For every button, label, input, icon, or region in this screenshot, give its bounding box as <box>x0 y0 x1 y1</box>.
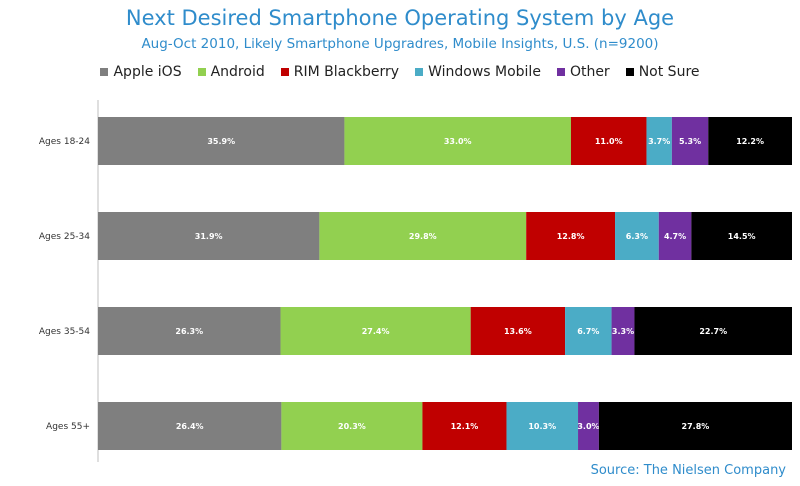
legend-label: RIM Blackberry <box>293 64 400 80</box>
bar-value-label: 22.7% <box>699 327 727 336</box>
bar-segment <box>344 117 571 165</box>
bar-value-label: 33.0% <box>444 137 472 146</box>
bar-value-label: 11.0% <box>595 137 623 146</box>
legend-item: Other <box>556 64 610 80</box>
legend-label: Windows Mobile <box>428 64 541 80</box>
category-label: Ages 25-34 <box>39 232 90 242</box>
legend-item: Not Sure <box>625 64 700 80</box>
legend-item: Android <box>197 64 265 80</box>
bar-value-label: 35.9% <box>207 137 235 146</box>
bar-segment <box>98 212 320 260</box>
category-label: Ages 18-24 <box>39 137 90 147</box>
bar-value-label: 5.3% <box>679 137 701 146</box>
bar-segment <box>598 402 792 450</box>
category-label: Ages 55+ <box>46 422 90 432</box>
bar-segment <box>98 117 345 165</box>
bar-segment <box>98 307 281 355</box>
bar-value-label: 3.0% <box>577 422 599 431</box>
bar-segment <box>506 402 579 450</box>
bar-value-label: 3.3% <box>612 327 634 336</box>
bar-value-label: 3.7% <box>648 137 670 146</box>
legend-label: Not Sure <box>638 64 700 80</box>
bar-segment <box>615 212 659 260</box>
bar-value-label: 14.5% <box>728 232 756 241</box>
legend-label: Other <box>569 64 610 80</box>
bar-segment <box>634 307 792 355</box>
legend-item: RIM Blackberry <box>280 64 400 80</box>
bar-segment <box>646 117 672 165</box>
bar-segment <box>658 212 692 260</box>
bar-value-label: 6.7% <box>577 327 599 336</box>
bar-value-label: 27.8% <box>682 422 710 431</box>
chart-legend: Apple iOS Android RIM Blackberry Windows Mo… <box>0 64 800 80</box>
bar-value-label: 12.2% <box>736 137 764 146</box>
bar-value-label: 27.4% <box>362 327 390 336</box>
bar-value-label: 26.4% <box>176 422 204 431</box>
legend-swatch <box>100 68 109 76</box>
category-label: Ages 35-54 <box>39 327 90 337</box>
bar-segment <box>611 307 635 355</box>
bar-segment <box>422 402 507 450</box>
legend-swatch <box>415 68 424 76</box>
chart-title: Next Desired Smartphone Operating System… <box>125 6 675 30</box>
bar-value-label: 20.3% <box>338 422 366 431</box>
bar-value-label: 12.8% <box>557 232 585 241</box>
legend-swatch <box>280 68 289 76</box>
bar-segment <box>281 402 423 450</box>
bar-value-label: 31.9% <box>195 232 223 241</box>
bar-segment <box>578 402 599 450</box>
bar-segment <box>708 117 792 165</box>
legend-swatch <box>197 68 206 76</box>
bar-value-label: 29.8% <box>409 232 437 241</box>
legend-label: Android <box>210 64 265 80</box>
bar-value-label: 4.7% <box>664 232 686 241</box>
legend-swatch <box>625 68 634 76</box>
bar-value-label: 26.3% <box>175 327 203 336</box>
bar-segment <box>565 307 612 355</box>
bar-segment <box>570 117 647 165</box>
chart-subtitle: Aug-Oct 2010, Likely Smartphone Upgradre… <box>141 36 659 52</box>
bar-value-label: 6.3% <box>626 232 648 241</box>
bar-value-label: 13.6% <box>504 327 532 336</box>
bar-segment <box>280 307 471 355</box>
chart-source: Source: The Nielsen Company <box>590 463 786 478</box>
bar-segment <box>691 212 792 260</box>
bar-segment <box>470 307 566 355</box>
bar-value-label: 10.3% <box>528 422 556 431</box>
bar-segment <box>526 212 616 260</box>
bar-segment <box>671 117 709 165</box>
legend-label: Apple iOS <box>113 64 182 80</box>
bar-segment <box>319 212 527 260</box>
legend-item: Windows Mobile <box>415 64 541 80</box>
bar-segment <box>98 402 282 450</box>
legend-item: Apple iOS <box>100 64 182 80</box>
legend-swatch <box>556 68 565 76</box>
bar-value-label: 12.1% <box>451 422 479 431</box>
